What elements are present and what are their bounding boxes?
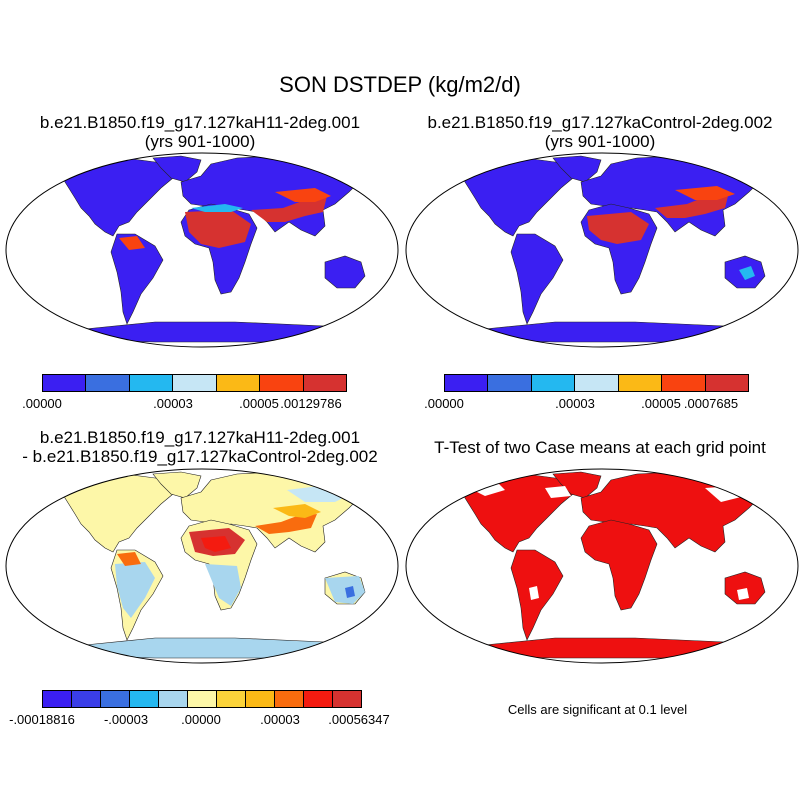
panel4-title: T-Test of two Case means at each grid po… (434, 438, 766, 457)
panel3-tick-label: -.00003 (103, 712, 149, 727)
panel1-colorbar (42, 374, 347, 392)
field-region (345, 586, 355, 598)
colorbar-swatch (304, 691, 333, 707)
colorbar-swatch (159, 691, 188, 707)
main-title: SON DSTDEP (kg/m2/d) (279, 72, 521, 97)
colorbar-swatch (618, 375, 663, 391)
colorbar-swatch (188, 691, 217, 707)
continent-gl (152, 155, 202, 183)
colorbar-swatch (43, 691, 72, 707)
continent-au (724, 571, 766, 605)
colorbar-swatch (130, 691, 159, 707)
field-region (675, 186, 735, 200)
continent-af (580, 519, 658, 611)
panel2-title-line1: b.e21.B1850.f19_g17.127kaControl-2deg.00… (427, 113, 773, 132)
continent-sa (510, 233, 564, 325)
colorbar-swatch (217, 691, 246, 707)
field-region (201, 536, 231, 552)
colorbar-swatch (333, 691, 361, 707)
panel1-map (5, 152, 399, 348)
panel1-tick-label: .00005 (239, 396, 279, 411)
continent-gl (552, 471, 602, 499)
colorbar-swatch (662, 375, 706, 391)
continent-gl (552, 155, 602, 183)
field-region (115, 562, 155, 618)
field-region (275, 188, 331, 202)
continent-na (58, 473, 184, 553)
continent-au (324, 255, 366, 289)
field-region (251, 196, 327, 222)
field-region (529, 586, 539, 600)
map-border (405, 468, 799, 664)
map-border (5, 468, 399, 664)
colorbar-swatch (575, 375, 619, 391)
colorbar-swatch (216, 375, 261, 391)
panel2-tick-label: .00003 (555, 396, 595, 411)
panel2-tick-label: .00000 (424, 396, 464, 411)
panel3-tick-label: .00000 (181, 712, 221, 727)
field-region (587, 212, 649, 244)
panel3-tick-label: -.00018816 (9, 712, 75, 727)
continent-na (458, 157, 584, 237)
colorbar-swatch (445, 375, 489, 391)
panel2-tick-label: .0007685 (683, 396, 739, 411)
colorbar-swatch (303, 375, 346, 391)
field-region (117, 552, 141, 566)
field-region (325, 576, 365, 604)
colorbar-swatch (260, 375, 304, 391)
field-region (191, 204, 243, 212)
colorbar-swatch (488, 375, 532, 391)
panel3-tick-label: .00056347 (328, 712, 390, 727)
colorbar-swatch (72, 691, 101, 707)
panel4-note: Cells are significant at 0.1 level (507, 702, 688, 717)
field-region (273, 504, 321, 518)
field-region (545, 486, 571, 498)
panel1-title-line1: b.e21.B1850.f19_g17.127kaH11-2deg.001 (39, 113, 361, 132)
field-region (205, 564, 241, 606)
panel3-map (5, 468, 399, 664)
colorbar-swatch (275, 691, 304, 707)
panel1-tick-label: .00003 (153, 396, 193, 411)
colorbar-swatch (173, 375, 217, 391)
colorbar-swatch (86, 375, 130, 391)
field-region (739, 266, 755, 280)
colorbar-swatch (246, 691, 275, 707)
field-region (119, 236, 145, 250)
panel2-colorbar (444, 374, 749, 392)
panel1-tick-label: .00000 (22, 396, 62, 411)
field-region (185, 210, 251, 248)
panel4-map (405, 468, 799, 664)
panel3-colorbar (42, 690, 362, 708)
field-region (255, 514, 317, 534)
panel2-tick-label: .00005 (641, 396, 681, 411)
panel3-title-line2: - b.e21.B1850.f19_g17.127kaControl-2deg.… (22, 447, 378, 466)
map-border (5, 152, 399, 348)
colorbar-swatch (129, 375, 174, 391)
colorbar-swatch (43, 375, 87, 391)
panel1-tick-label: .00129786 (280, 396, 342, 411)
continent-na (58, 157, 184, 237)
colorbar-swatch (101, 691, 130, 707)
colorbar-swatch (705, 375, 748, 391)
field-region (737, 588, 749, 600)
panel2-title-line2: (yrs 901-1000) (544, 132, 656, 151)
panel3-tick-label: .00003 (260, 712, 300, 727)
panel2-map (405, 152, 799, 348)
continent-gl (152, 471, 202, 499)
map-border (405, 152, 799, 348)
colorbar-swatch (531, 375, 576, 391)
continent-sa (110, 233, 164, 325)
panel3-title-line1: b.e21.B1850.f19_g17.127kaH11-2deg.001 (39, 428, 361, 447)
panel1-title-line2: (yrs 901-1000) (144, 132, 256, 151)
